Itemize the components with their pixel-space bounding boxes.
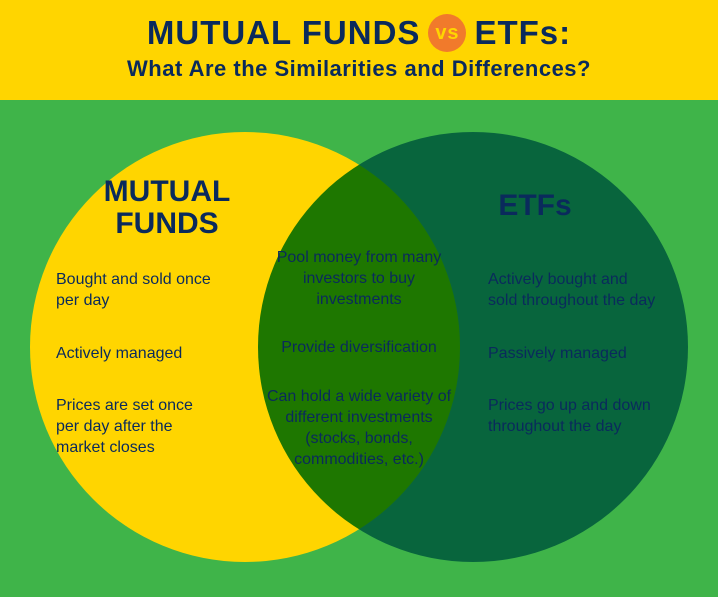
venn-diagram: MUTUAL FUNDS ETFs Bought and sold once p… <box>0 100 718 592</box>
list-item: Provide diversification <box>264 338 454 359</box>
list-item: Actively bought and sold throughout the … <box>488 270 658 312</box>
subtitle: What Are the Similarities and Difference… <box>0 56 718 82</box>
list-item: Bought and sold once per day <box>56 270 216 312</box>
list-item: Pool money from many investors to buy in… <box>264 248 454 310</box>
center-items: Pool money from many investors to buy in… <box>264 248 454 470</box>
main-title: MUTUAL FUNDS vs ETFs: <box>0 14 718 52</box>
list-item: Actively managed <box>56 344 216 365</box>
list-item: Can hold a wide variety of different inv… <box>264 387 454 470</box>
title-right: ETFs: <box>474 16 571 51</box>
list-item: Prices go up and down throughout the day <box>488 396 658 438</box>
right-items: Actively bought and sold throughout the … <box>488 270 658 438</box>
header-banner: MUTUAL FUNDS vs ETFs: What Are the Simil… <box>0 0 718 100</box>
right-circle-label: ETFs <box>460 190 610 222</box>
left-circle-label: MUTUAL FUNDS <box>82 176 252 239</box>
list-item: Passively managed <box>488 344 658 365</box>
left-items: Bought and sold once per day Actively ma… <box>56 270 216 459</box>
list-item: Prices are set once per day after the ma… <box>56 396 216 458</box>
vs-badge: vs <box>428 14 466 52</box>
title-left: MUTUAL FUNDS <box>147 16 421 51</box>
